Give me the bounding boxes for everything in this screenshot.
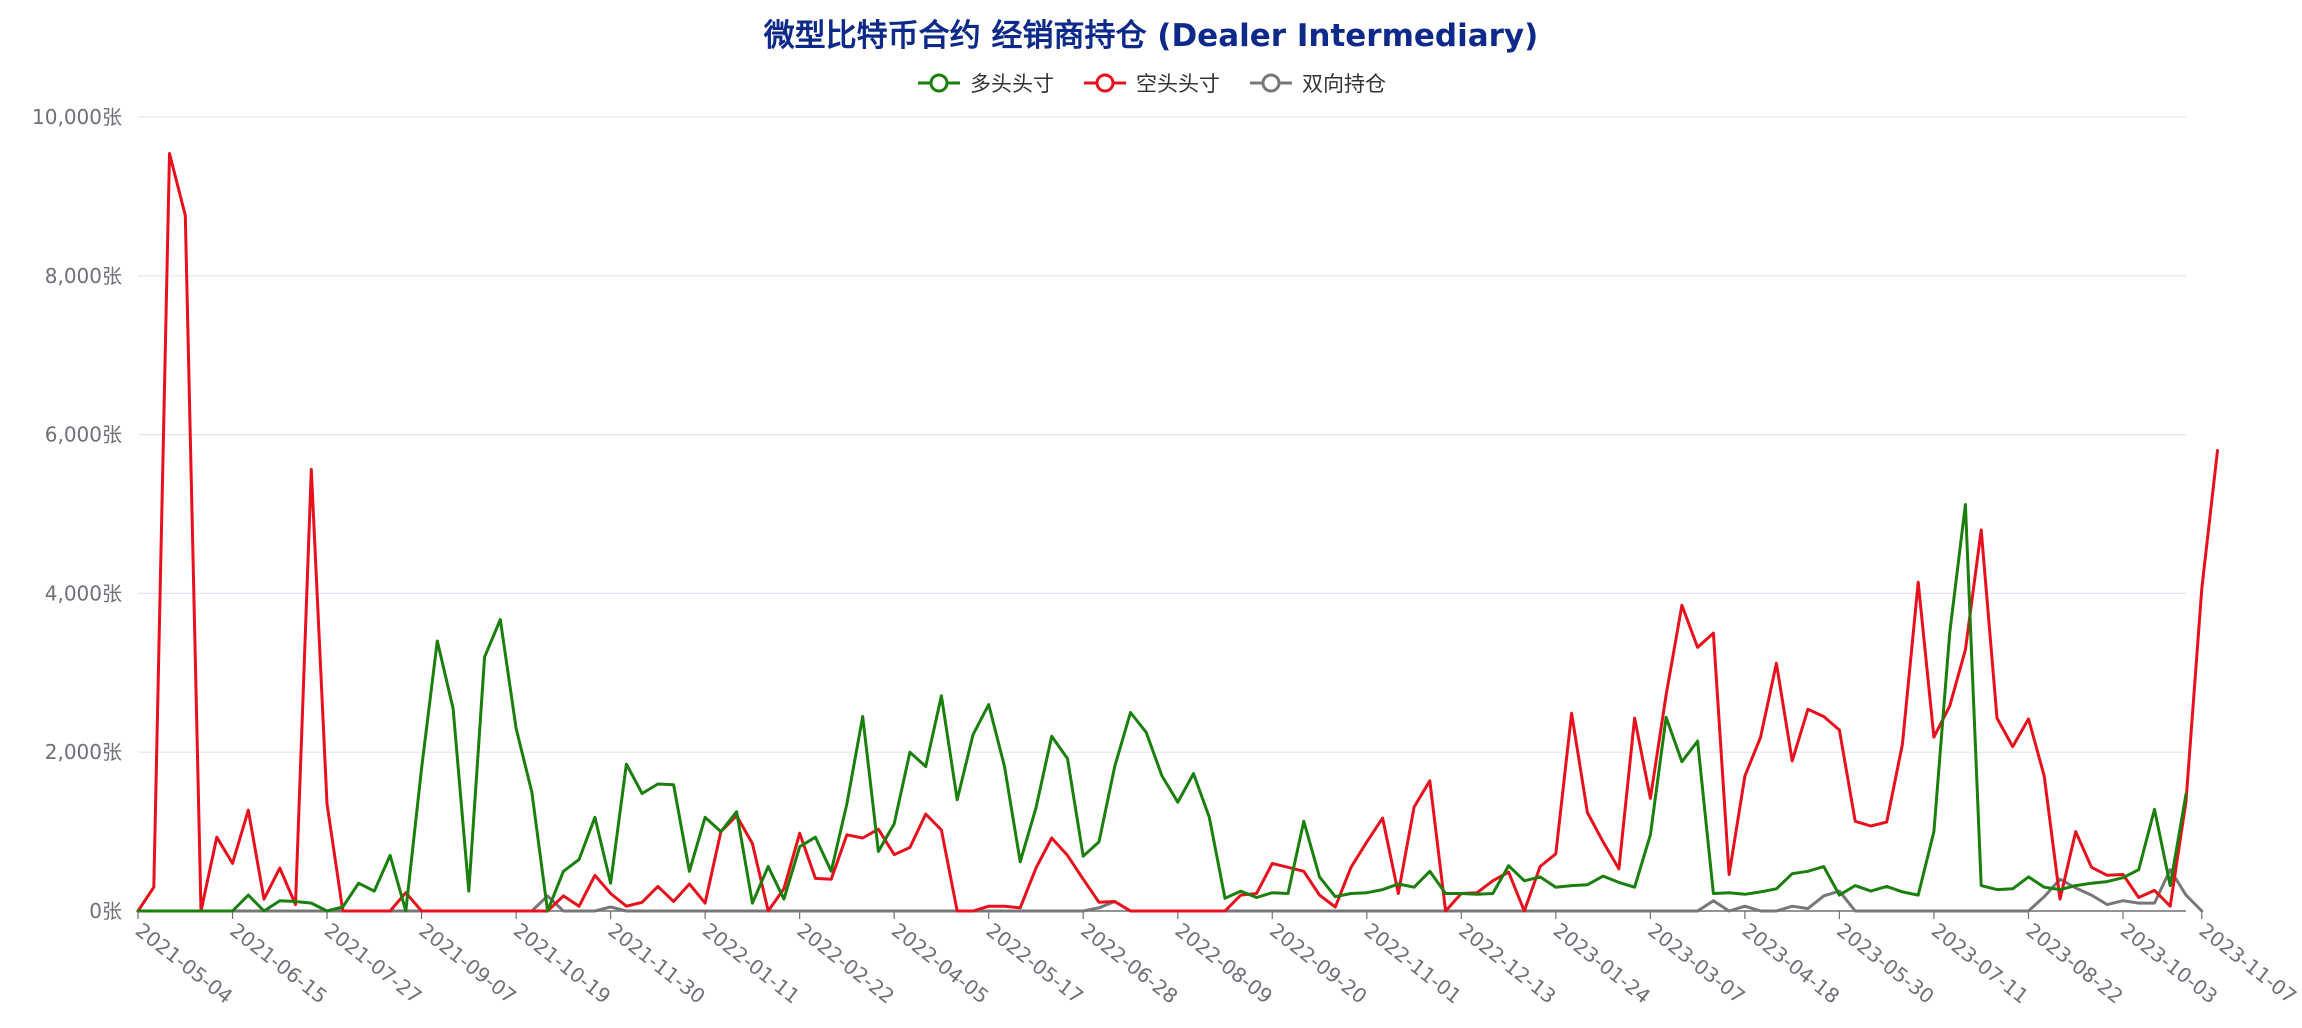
series-line-short bbox=[136, 152, 2219, 913]
x-tick-label: 2021-10-19 bbox=[509, 918, 615, 1008]
legend-label-spread: 双向持仓 bbox=[1302, 72, 1386, 96]
legend-label-short: 空头头寸 bbox=[1136, 72, 1220, 96]
x-tick-label: 2023-08-22 bbox=[2021, 918, 2127, 1008]
x-tick-label: 2022-01-11 bbox=[698, 918, 804, 1008]
series-line-long bbox=[136, 503, 2188, 913]
x-tick-label: 2022-05-17 bbox=[982, 918, 1088, 1008]
x-tick-label: 2022-02-22 bbox=[793, 918, 899, 1008]
y-tick-label: 4,000张 bbox=[45, 581, 122, 605]
x-tick-label: 2021-11-30 bbox=[604, 918, 710, 1008]
x-tick-label: 2022-09-20 bbox=[1265, 918, 1371, 1008]
y-tick-label: 2,000张 bbox=[45, 740, 122, 764]
x-tick-label: 2021-06-15 bbox=[225, 918, 331, 1008]
y-tick-label: 8,000张 bbox=[45, 264, 122, 288]
legend: 多头头寸 空头头寸 双向持仓 bbox=[0, 68, 2302, 98]
y-tick-label: 0张 bbox=[89, 899, 122, 923]
legend-item-spread[interactable]: 双向持仓 bbox=[1248, 68, 1386, 98]
legend-marker-short bbox=[1084, 73, 1126, 93]
legend-label-long: 多头头寸 bbox=[970, 72, 1054, 96]
x-tick-label: 2022-12-13 bbox=[1454, 918, 1560, 1008]
y-tick-label: 6,000张 bbox=[45, 423, 122, 447]
chart-title: 微型比特币合约 经销商持仓 (Dealer Intermediary) bbox=[763, 18, 1539, 54]
x-tick-label: 2022-04-05 bbox=[887, 918, 993, 1008]
x-tick-label: 2022-08-09 bbox=[1171, 918, 1277, 1008]
y-tick-label: 10,000张 bbox=[32, 105, 122, 129]
x-tick-label: 2022-11-01 bbox=[1360, 918, 1466, 1008]
x-tick-label: 2021-07-27 bbox=[320, 918, 426, 1008]
x-tick-label: 2023-04-18 bbox=[1738, 918, 1844, 1008]
x-tick-label: 2021-05-04 bbox=[131, 918, 237, 1008]
legend-marker-long bbox=[918, 73, 960, 93]
series-line-spread bbox=[136, 868, 2204, 913]
x-tick-label: 2021-09-07 bbox=[414, 918, 520, 1008]
x-tick-label: 2023-05-30 bbox=[1832, 918, 1938, 1008]
legend-marker-spread bbox=[1250, 73, 1292, 93]
legend-item-long[interactable]: 多头头寸 bbox=[916, 68, 1054, 98]
x-tick-label: 2023-07-11 bbox=[1927, 918, 2033, 1008]
x-tick-label: 2023-01-24 bbox=[1549, 918, 1655, 1008]
legend-item-short[interactable]: 空头头寸 bbox=[1082, 68, 1220, 98]
x-tick-label: 2022-06-28 bbox=[1076, 918, 1182, 1008]
x-tick-label: 2023-03-07 bbox=[1643, 918, 1749, 1008]
